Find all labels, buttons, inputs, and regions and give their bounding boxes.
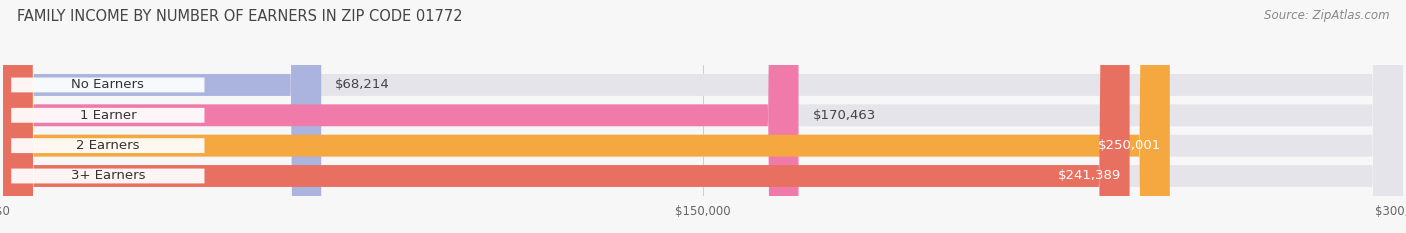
FancyBboxPatch shape [3,0,799,233]
FancyBboxPatch shape [3,0,321,233]
Text: No Earners: No Earners [72,79,145,92]
FancyBboxPatch shape [3,0,1403,233]
Text: $250,001: $250,001 [1098,139,1161,152]
FancyBboxPatch shape [3,0,1170,233]
FancyBboxPatch shape [3,0,1129,233]
FancyBboxPatch shape [3,0,1403,233]
Text: 3+ Earners: 3+ Earners [70,169,145,182]
FancyBboxPatch shape [11,78,204,93]
FancyBboxPatch shape [11,138,204,153]
FancyBboxPatch shape [3,0,1403,233]
Text: $68,214: $68,214 [335,79,389,92]
Text: Source: ZipAtlas.com: Source: ZipAtlas.com [1264,9,1389,22]
FancyBboxPatch shape [11,168,204,183]
FancyBboxPatch shape [11,108,204,123]
Text: $241,389: $241,389 [1057,169,1121,182]
FancyBboxPatch shape [3,0,1403,233]
Text: 1 Earner: 1 Earner [80,109,136,122]
Text: FAMILY INCOME BY NUMBER OF EARNERS IN ZIP CODE 01772: FAMILY INCOME BY NUMBER OF EARNERS IN ZI… [17,9,463,24]
Text: 2 Earners: 2 Earners [76,139,139,152]
Text: $170,463: $170,463 [813,109,876,122]
